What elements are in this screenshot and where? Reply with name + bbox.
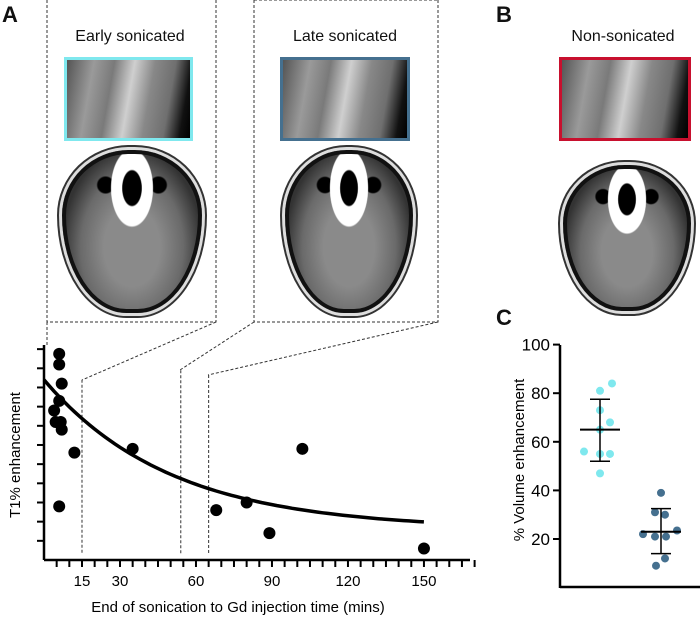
group-point <box>606 449 614 458</box>
data-point <box>240 496 253 509</box>
connector <box>81 321 217 381</box>
y-tick-label: 20 <box>531 530 550 549</box>
data-point <box>263 527 276 540</box>
data-point <box>53 358 66 371</box>
x-tick-label: 15 <box>74 573 91 590</box>
connector <box>207 321 439 376</box>
y-tick-label: 40 <box>531 481 550 500</box>
early-sonicated-label: Early sonicated <box>75 28 185 45</box>
group-point <box>652 561 660 570</box>
group-point <box>651 508 659 517</box>
group-point <box>657 488 665 497</box>
group-point <box>580 447 588 456</box>
non-sonicated-zoom-image <box>559 57 691 141</box>
panel-a-chart: 15 30 60 90 120 150 <box>37 345 476 590</box>
panel-c-chart: 20 40 60 80 100 <box>522 336 700 589</box>
early-box <box>46 0 217 323</box>
y-tick-label: 60 <box>531 433 550 452</box>
connector <box>179 321 255 371</box>
data-point <box>53 347 66 360</box>
data-point <box>296 442 309 455</box>
late-sonicated-mri <box>285 150 413 313</box>
a-y-axis-label: T1% enhancement <box>7 391 24 518</box>
group-point <box>596 469 604 478</box>
early-sonicated-mri <box>62 150 202 313</box>
data-point <box>210 504 223 517</box>
data-point <box>68 446 81 459</box>
late-sonicated-label: Late sonicated <box>292 28 398 45</box>
x-tick-label: 150 <box>411 573 436 590</box>
group-point <box>608 379 616 388</box>
non-sonicated-label: Non-sonicated <box>571 28 675 45</box>
dashed-connectors <box>46 0 439 381</box>
y-tick-label: 100 <box>522 336 550 355</box>
data-point <box>55 423 68 436</box>
data-point <box>53 500 66 513</box>
group-point <box>651 532 659 541</box>
panel-c-letter: C <box>496 305 512 330</box>
data-point <box>48 404 61 417</box>
panel-b-letter: B <box>496 2 512 27</box>
x-tick-label: 60 <box>188 573 205 590</box>
late-box <box>253 0 439 323</box>
data-point <box>417 542 430 555</box>
data-point <box>55 377 68 390</box>
a-x-axis-label: End of sonication to Gd injection time (… <box>91 599 384 616</box>
group-point <box>673 526 681 535</box>
y-tick-label: 80 <box>531 384 550 403</box>
group-point <box>662 532 670 541</box>
panel-a-letter: A <box>2 2 18 27</box>
early-sonicated-zoom-image <box>64 57 193 141</box>
group-point <box>661 554 669 563</box>
data-point <box>126 442 139 455</box>
group-point <box>661 510 669 519</box>
data-point <box>53 394 66 407</box>
x-tick-label: 90 <box>264 573 281 590</box>
c-y-axis-label: % Volume enhancement <box>511 378 528 541</box>
x-tick-label: 30 <box>112 573 129 590</box>
late-sonicated-zoom-image <box>280 57 410 141</box>
group-point <box>606 418 614 427</box>
non-sonicated-mri <box>563 165 691 311</box>
fit-curve <box>42 378 425 524</box>
x-tick-label: 120 <box>335 573 360 590</box>
group-point <box>596 386 604 395</box>
